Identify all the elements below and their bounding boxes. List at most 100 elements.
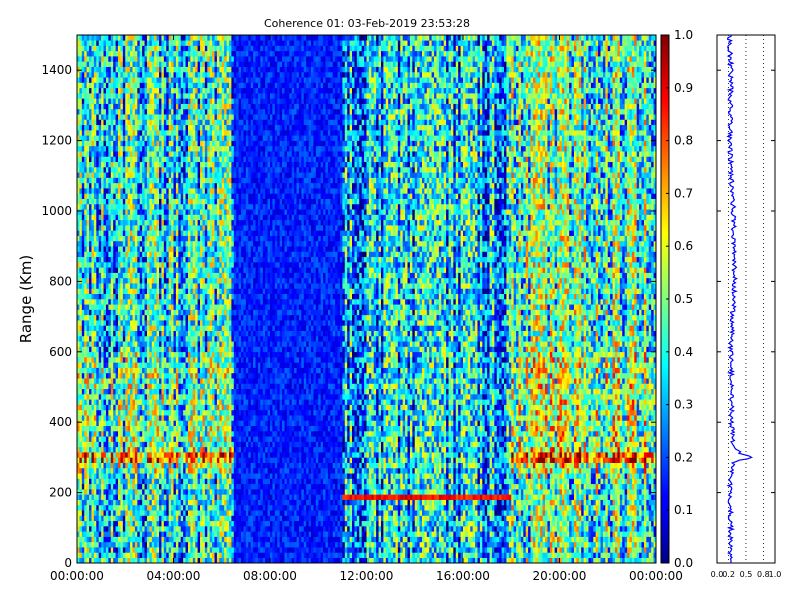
- heatmap-cell: [190, 347, 193, 353]
- heatmap-cell: [147, 209, 150, 215]
- heatmap-cell: [120, 267, 123, 273]
- heatmap-cell: [188, 162, 191, 168]
- heatmap-cell: [169, 225, 172, 231]
- heatmap-cell: [120, 452, 123, 458]
- heatmap-cell: [116, 135, 119, 141]
- heatmap-cell: [111, 246, 114, 252]
- heatmap-cell: [171, 531, 174, 537]
- heatmap-cell: [118, 526, 121, 532]
- heatmap-cell: [111, 352, 114, 358]
- heatmap-cell: [159, 72, 162, 78]
- heatmap-cell: [142, 77, 145, 83]
- heatmap-cell: [91, 188, 94, 194]
- heatmap-cell: [116, 463, 119, 469]
- heatmap-cell: [120, 383, 123, 389]
- heatmap-cell: [190, 278, 193, 284]
- heatmap-cell: [176, 104, 179, 110]
- heatmap-cell: [166, 246, 169, 252]
- heatmap-cell: [89, 273, 92, 279]
- heatmap-cell: [99, 167, 102, 173]
- heatmap-cell: [118, 463, 121, 469]
- heatmap-cell: [135, 442, 138, 448]
- heatmap-cell: [176, 463, 179, 469]
- heatmap-cell: [145, 373, 148, 379]
- heatmap-cell: [101, 294, 104, 300]
- heatmap-cell: [94, 236, 97, 242]
- heatmap-cell: [193, 389, 196, 395]
- heatmap-cell: [111, 500, 114, 506]
- heatmap-cell: [193, 294, 196, 300]
- heatmap-cell: [101, 267, 104, 273]
- heatmap-cell: [195, 389, 198, 395]
- heatmap-cell: [91, 405, 94, 411]
- heatmap-cell: [94, 257, 97, 263]
- heatmap-cell: [159, 352, 162, 358]
- heatmap-cell: [166, 241, 169, 247]
- heatmap-cell: [169, 431, 172, 437]
- heatmap-cell: [178, 61, 181, 67]
- heatmap-cell: [195, 273, 198, 279]
- heatmap-cell: [176, 484, 179, 490]
- heatmap-cell: [116, 151, 119, 157]
- heatmap-cell: [159, 77, 162, 83]
- heatmap-cell: [106, 515, 109, 521]
- heatmap-cell: [82, 162, 85, 168]
- heatmap-cell: [181, 294, 184, 300]
- heatmap-cell: [128, 436, 131, 442]
- heatmap-cell: [174, 442, 177, 448]
- heatmap-cell: [147, 500, 150, 506]
- heatmap-cell: [113, 215, 116, 221]
- heatmap-cell: [152, 505, 155, 511]
- heatmap-cell: [132, 199, 135, 205]
- heatmap-cell: [79, 151, 82, 157]
- heatmap-cell: [132, 146, 135, 152]
- heatmap-cell: [111, 463, 114, 469]
- heatmap-cell: [161, 494, 164, 500]
- heatmap-cell: [101, 35, 104, 41]
- heatmap-cell: [193, 172, 196, 178]
- heatmap-cell: [120, 352, 123, 358]
- heatmap-cell: [190, 236, 193, 242]
- heatmap-cell: [147, 336, 150, 342]
- heatmap-cell: [169, 167, 172, 173]
- heatmap-cell: [91, 77, 94, 83]
- heatmap-cell: [174, 40, 177, 46]
- heatmap-cell: [118, 141, 121, 147]
- heatmap-cell: [140, 304, 143, 310]
- heatmap-cell: [99, 146, 102, 152]
- heatmap-cell: [178, 135, 181, 141]
- heatmap-cell: [101, 515, 104, 521]
- heatmap-cell: [161, 40, 164, 46]
- heatmap-cell: [111, 215, 114, 221]
- heatmap-cell: [132, 320, 135, 326]
- heatmap-cell: [87, 130, 90, 136]
- heatmap-cell: [84, 399, 87, 405]
- heatmap-cell: [79, 209, 82, 215]
- heatmap-cell: [159, 267, 162, 273]
- heatmap-cell: [161, 510, 164, 516]
- heatmap-cell: [195, 410, 198, 416]
- heatmap-cell: [135, 130, 138, 136]
- heatmap-cell: [130, 542, 133, 548]
- heatmap-cell: [149, 146, 152, 152]
- heatmap-cell: [84, 515, 87, 521]
- heatmap-cell: [183, 463, 186, 469]
- heatmap-cell: [104, 114, 107, 120]
- heatmap-cell: [164, 35, 167, 41]
- heatmap-cell: [171, 67, 174, 73]
- heatmap-cell: [171, 373, 174, 379]
- heatmap-cell: [181, 67, 184, 73]
- heatmap-cell: [89, 294, 92, 300]
- heatmap-cell: [96, 357, 99, 363]
- heatmap-cell: [96, 230, 99, 236]
- heatmap-cell: [130, 225, 133, 231]
- heatmap-cell: [140, 230, 143, 236]
- heatmap-cell: [123, 130, 126, 136]
- heatmap-cell: [116, 199, 119, 205]
- heatmap-cell: [118, 156, 121, 162]
- heatmap-cell: [94, 130, 97, 136]
- heatmap-cell: [166, 98, 169, 104]
- heatmap-cell: [190, 114, 193, 120]
- heatmap-cell: [171, 515, 174, 521]
- heatmap-cell: [128, 500, 131, 506]
